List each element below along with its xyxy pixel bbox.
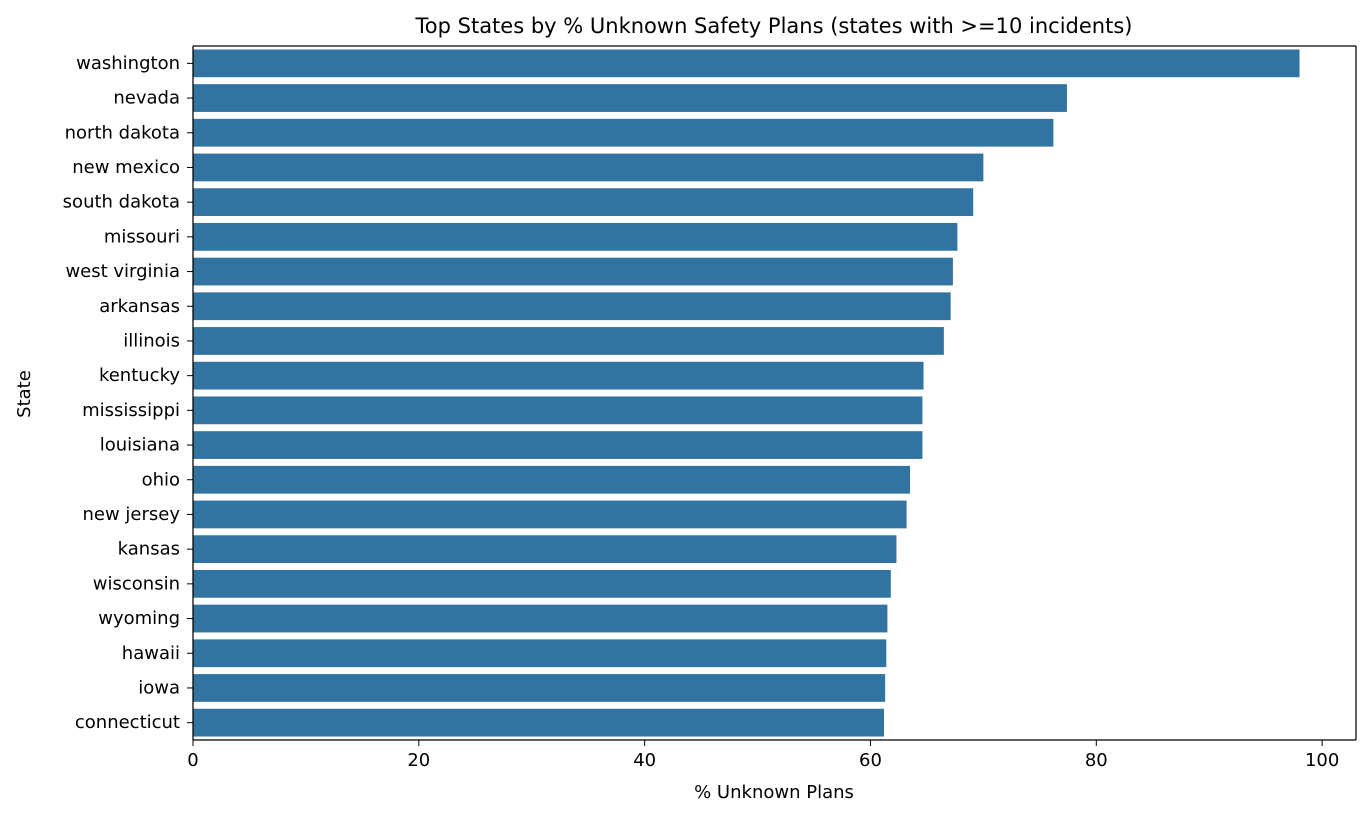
y-tick-label: connecticut <box>75 712 180 733</box>
y-tick-label: iowa <box>138 677 180 698</box>
bar-new-mexico <box>193 153 984 182</box>
bar-west-virginia <box>193 257 953 286</box>
x-tick-label: 40 <box>633 750 656 771</box>
bar-south-dakota <box>193 188 974 217</box>
x-tick-label: 0 <box>187 750 198 771</box>
y-tick-label: south dakota <box>63 192 180 213</box>
y-tick-label: arkansas <box>99 296 180 317</box>
bar-iowa <box>193 674 886 702</box>
y-tick-label: illinois <box>123 330 180 351</box>
y-tick-label: louisiana <box>100 435 180 456</box>
y-tick-label: wisconsin <box>93 573 180 594</box>
x-axis-label: % Unknown Plans <box>694 782 854 803</box>
y-tick-label: ohio <box>142 469 180 490</box>
y-tick-label: hawaii <box>122 643 180 664</box>
bar-illinois <box>193 327 944 355</box>
chart-title: Top States by % Unknown Safety Plans (st… <box>415 14 1133 38</box>
bar-washington <box>193 49 1300 78</box>
bar-new-jersey <box>193 500 907 529</box>
axes-layer: washington nevada north dakota new mexico so… <box>63 45 1357 771</box>
bar-kansas <box>193 535 897 564</box>
bar-connecticut <box>193 708 885 737</box>
x-tick-label: 60 <box>859 750 882 771</box>
bar-nevada <box>193 84 1067 112</box>
bar-hawaii <box>193 639 887 668</box>
x-tick-label: 80 <box>1085 750 1108 771</box>
y-axis-label: State <box>14 370 35 418</box>
y-tick-label: new jersey <box>82 504 180 525</box>
bar-north-dakota <box>193 118 1054 147</box>
y-tick-label: kansas <box>118 539 180 560</box>
y-tick-label: wyoming <box>98 608 180 629</box>
bar-wyoming <box>193 604 888 633</box>
x-tick-label: 20 <box>407 750 430 771</box>
y-tick-label: missouri <box>104 226 180 247</box>
bars-layer <box>193 49 1300 737</box>
y-tick-label: mississippi <box>82 400 180 421</box>
y-tick-label: new mexico <box>72 157 180 178</box>
bar-arkansas <box>193 292 951 321</box>
y-tick-label: kentucky <box>99 365 180 386</box>
bar-ohio <box>193 465 910 494</box>
y-tick-label: nevada <box>113 88 180 109</box>
bar-kentucky <box>193 361 924 390</box>
bar-mississippi <box>193 396 923 425</box>
y-tick-label: north dakota <box>65 122 180 143</box>
bar-missouri <box>193 222 958 251</box>
x-tick-label: 100 <box>1305 750 1339 771</box>
bar-wisconsin <box>193 569 891 598</box>
bar-louisiana <box>193 431 923 459</box>
y-tick-label: washington <box>76 53 180 74</box>
y-tick-label: west virginia <box>65 261 180 282</box>
